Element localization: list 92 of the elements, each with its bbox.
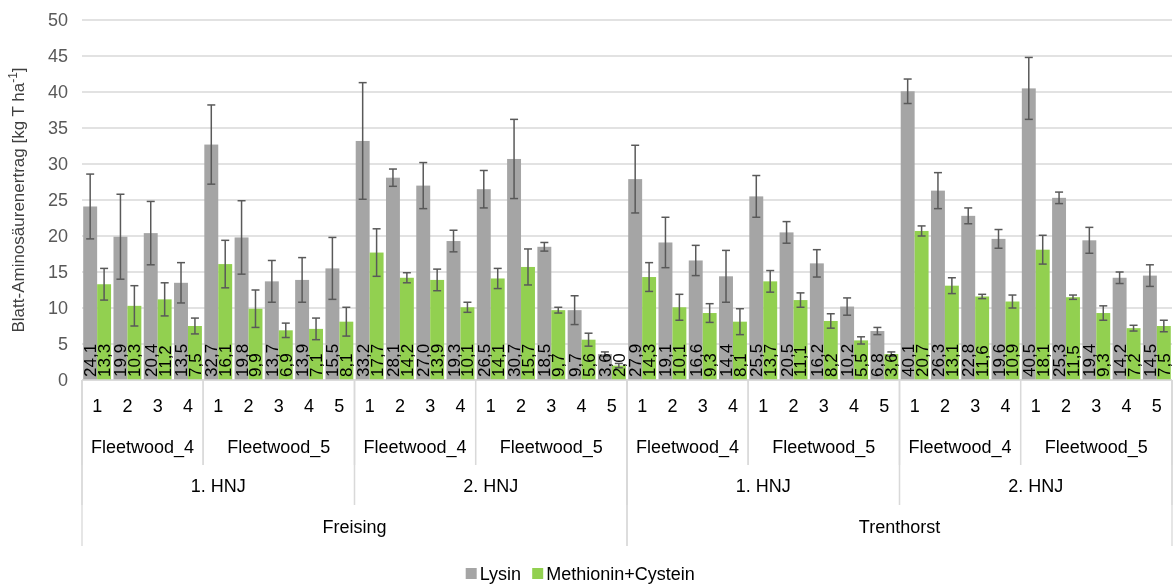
bar [83, 206, 98, 380]
text: Fleetwood_4 [908, 437, 1012, 459]
legend-label: Methionin+Cystein [546, 564, 695, 585]
x-tick-label: 3 [970, 396, 981, 417]
bar [385, 177, 400, 380]
y-tick-label: 20 [47, 226, 68, 247]
y-tick-label: 15 [47, 262, 68, 283]
x-tick-label: 2 [394, 396, 405, 417]
x-tick-label: 1 [213, 396, 224, 417]
x-tick-label: 1 [1030, 396, 1041, 417]
bar [900, 91, 915, 380]
x-tick-label: 5 [1151, 396, 1162, 417]
x-tick-label: 2 [516, 396, 527, 417]
text: 2. HNJ [1008, 476, 1064, 497]
y-tick-label: 35 [47, 118, 68, 139]
x-tick-label: 4 [849, 396, 860, 417]
x-tick-label: 3 [546, 396, 557, 417]
x-tick-label: 3 [273, 396, 284, 417]
y-tick-label: 5 [57, 334, 68, 355]
x-tick-label: 1 [758, 396, 769, 417]
text: 1. HNJ [735, 476, 791, 497]
text: Fleetwood_4 [91, 437, 195, 459]
y-tick-label: 40 [47, 82, 68, 103]
text: Fleetwood_4 [636, 437, 740, 459]
bar [507, 158, 522, 380]
y-tick-label: 0 [57, 370, 68, 391]
bar [490, 278, 505, 380]
y-tick-label: 25 [47, 190, 68, 211]
bar [1021, 88, 1036, 380]
text: 2. HNJ [463, 476, 519, 497]
text: Freising [322, 517, 387, 538]
bar [143, 233, 158, 380]
y-tick-label: 50 [47, 10, 68, 31]
text: Trenthorst [858, 517, 941, 538]
text: Fleetwood_5 [1044, 437, 1148, 459]
bar [1112, 277, 1127, 380]
bar [369, 252, 384, 380]
x-tick-label: 5 [334, 396, 345, 417]
x-tick-label: 3 [1091, 396, 1102, 417]
bar [1082, 240, 1097, 380]
x-tick-label: 2 [122, 396, 133, 417]
y-tick-label: 30 [47, 154, 68, 175]
bar [809, 263, 824, 380]
bar [476, 189, 491, 380]
y-tick-label: 45 [47, 46, 68, 67]
x-tick-label: 1 [637, 396, 648, 417]
x-tick-label: 2 [1061, 396, 1072, 417]
bar [537, 246, 552, 380]
bar [204, 144, 219, 380]
bar [914, 230, 929, 380]
bar [658, 242, 673, 380]
bar [1035, 249, 1050, 380]
x-tick-label: 4 [304, 396, 315, 417]
x-tick-label: 3 [697, 396, 708, 417]
x-tick-label: 4 [1000, 396, 1011, 417]
x-tick-label: 4 [727, 396, 738, 417]
bar [355, 140, 370, 380]
x-tick-label: 3 [152, 396, 163, 417]
bar [416, 185, 431, 380]
text: Fleetwood_4 [363, 437, 467, 459]
bar [234, 237, 249, 380]
x-tick-label: 1 [909, 396, 920, 417]
x-tick-label: 3 [425, 396, 436, 417]
x-tick-label: 3 [818, 396, 829, 417]
x-tick-label: 4 [1121, 396, 1132, 417]
bar [779, 232, 794, 380]
x-tick-label: 2 [939, 396, 950, 417]
bar [930, 190, 945, 380]
bar [1052, 197, 1067, 380]
bar [113, 236, 128, 380]
bar [628, 179, 643, 380]
bar [688, 260, 703, 380]
x-tick-label: 4 [455, 396, 466, 417]
legend-label: Lysin [479, 564, 522, 585]
text: Fleetwood_5 [499, 437, 603, 459]
x-tick-label: 2 [243, 396, 254, 417]
x-tick-label: 4 [182, 396, 193, 417]
x-tick-label: 5 [606, 396, 617, 417]
x-tick-label: 1 [485, 396, 496, 417]
text: 1. HNJ [190, 476, 246, 497]
bar [521, 266, 535, 380]
x-tick-label: 1 [92, 396, 103, 417]
text: Fleetwood_5 [772, 437, 876, 459]
bar [961, 215, 976, 380]
text: Fleetwood_5 [227, 437, 331, 459]
x-tick-label: 4 [576, 396, 587, 417]
x-tick-label: 2 [667, 396, 678, 417]
x-tick-label: 5 [879, 396, 890, 417]
y-tick-label: 10 [47, 298, 68, 319]
x-tick-label: 1 [364, 396, 375, 417]
x-tick-label: 2 [788, 396, 799, 417]
bar [749, 196, 764, 380]
